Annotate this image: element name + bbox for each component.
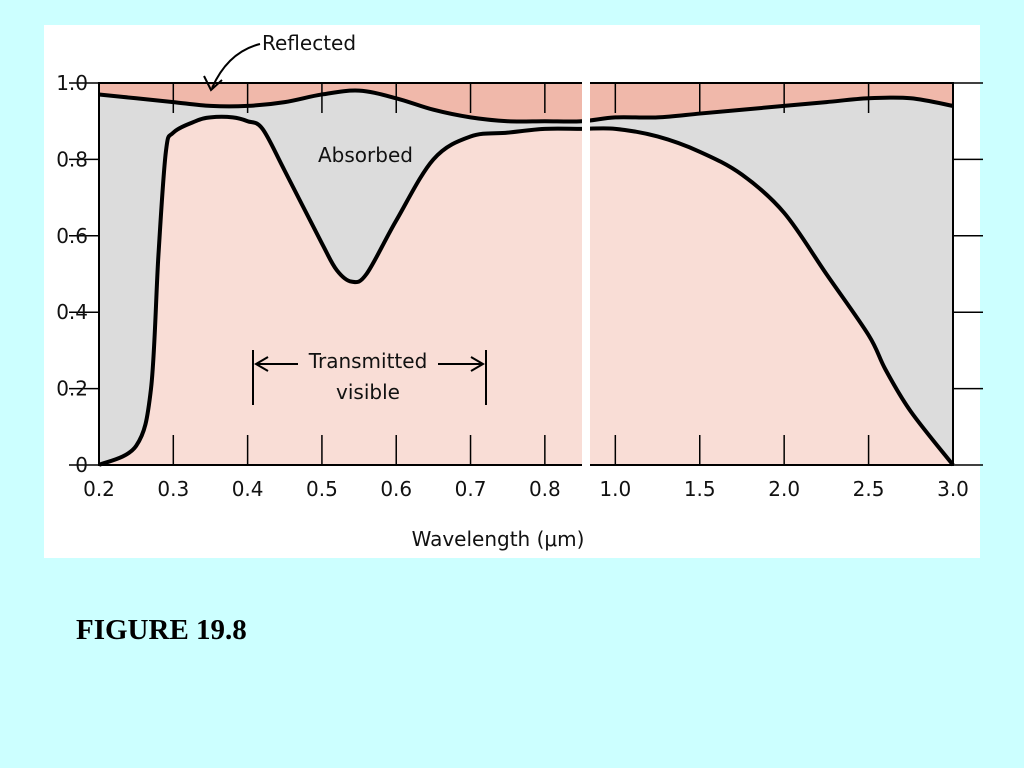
visible-label: visible <box>336 380 400 404</box>
x-axis-title: Wavelength (μm) <box>412 527 585 551</box>
x-tick-label: 1.5 <box>684 477 716 501</box>
visible-range-bracket <box>252 350 487 405</box>
reflected-curve <box>98 88 954 124</box>
reflected-arrow <box>211 43 261 89</box>
x-tick-label: 0.3 <box>157 477 189 501</box>
plot-frame <box>98 82 954 466</box>
x-tick-label: 1.0 <box>599 477 631 501</box>
absorbed-label: Absorbed <box>318 143 413 167</box>
y-tick-label: 0.4 <box>56 300 88 324</box>
y-tick-label: 0 <box>75 453 88 477</box>
x-tick-label: 3.0 <box>937 477 969 501</box>
reflected-arrowhead <box>203 75 223 92</box>
x-tick-label: 2.5 <box>853 477 885 501</box>
reflected-label: Reflected <box>262 31 356 55</box>
transmitted-label: Transmitted <box>308 349 428 373</box>
x-tick-label: 0.7 <box>455 477 487 501</box>
y-tick-label: 0.2 <box>56 377 88 401</box>
axis-break <box>582 78 590 470</box>
x-tick-label: 0.6 <box>380 477 412 501</box>
x-tick-label: 0.4 <box>232 477 264 501</box>
x-tick-label: 0.5 <box>306 477 338 501</box>
y-tick-label: 0.8 <box>56 147 88 171</box>
transmitted-curve <box>98 114 955 467</box>
x-tick-label: 0.2 <box>83 477 115 501</box>
x-tick-label: 2.0 <box>768 477 800 501</box>
figure-caption: FIGURE 19.8 <box>76 614 247 646</box>
transmitted-region <box>99 116 953 465</box>
x-tick-label: 0.8 <box>529 477 561 501</box>
y-tick-label: 0.6 <box>56 224 88 248</box>
y-tick-label: 1.0 <box>56 71 88 95</box>
